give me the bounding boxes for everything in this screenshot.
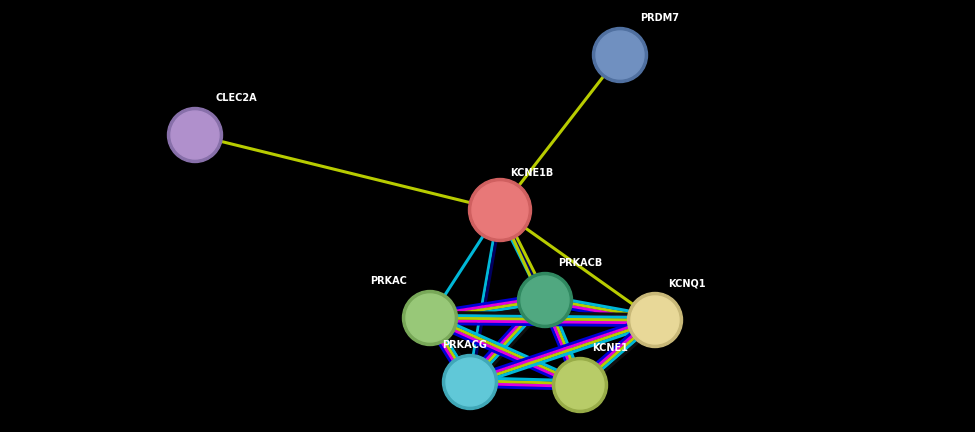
Text: KCNE1B: KCNE1B (510, 168, 553, 178)
Text: KCNQ1: KCNQ1 (668, 278, 706, 288)
Circle shape (631, 296, 679, 344)
Circle shape (177, 117, 213, 153)
Text: CLEC2A: CLEC2A (215, 93, 256, 103)
Circle shape (521, 276, 569, 324)
Circle shape (628, 292, 682, 347)
Circle shape (518, 273, 572, 327)
Text: PRKACG: PRKACG (442, 340, 487, 350)
Circle shape (446, 358, 494, 406)
Circle shape (553, 358, 607, 413)
Circle shape (452, 364, 488, 400)
Text: PRDM7: PRDM7 (640, 13, 679, 23)
Circle shape (593, 28, 647, 83)
Circle shape (596, 31, 644, 79)
Circle shape (412, 300, 448, 336)
Circle shape (406, 294, 454, 342)
Circle shape (527, 282, 563, 318)
Circle shape (168, 108, 222, 162)
Circle shape (562, 367, 598, 403)
Circle shape (469, 178, 531, 241)
Circle shape (403, 290, 457, 346)
Circle shape (479, 189, 521, 231)
Circle shape (637, 302, 673, 338)
Text: PRKACB: PRKACB (558, 258, 603, 268)
Circle shape (472, 182, 528, 238)
Circle shape (443, 355, 497, 410)
Circle shape (556, 361, 604, 409)
Circle shape (602, 37, 638, 73)
Text: PRKAC: PRKAC (370, 276, 407, 286)
Circle shape (171, 111, 219, 159)
Text: KCNE1: KCNE1 (592, 343, 628, 353)
